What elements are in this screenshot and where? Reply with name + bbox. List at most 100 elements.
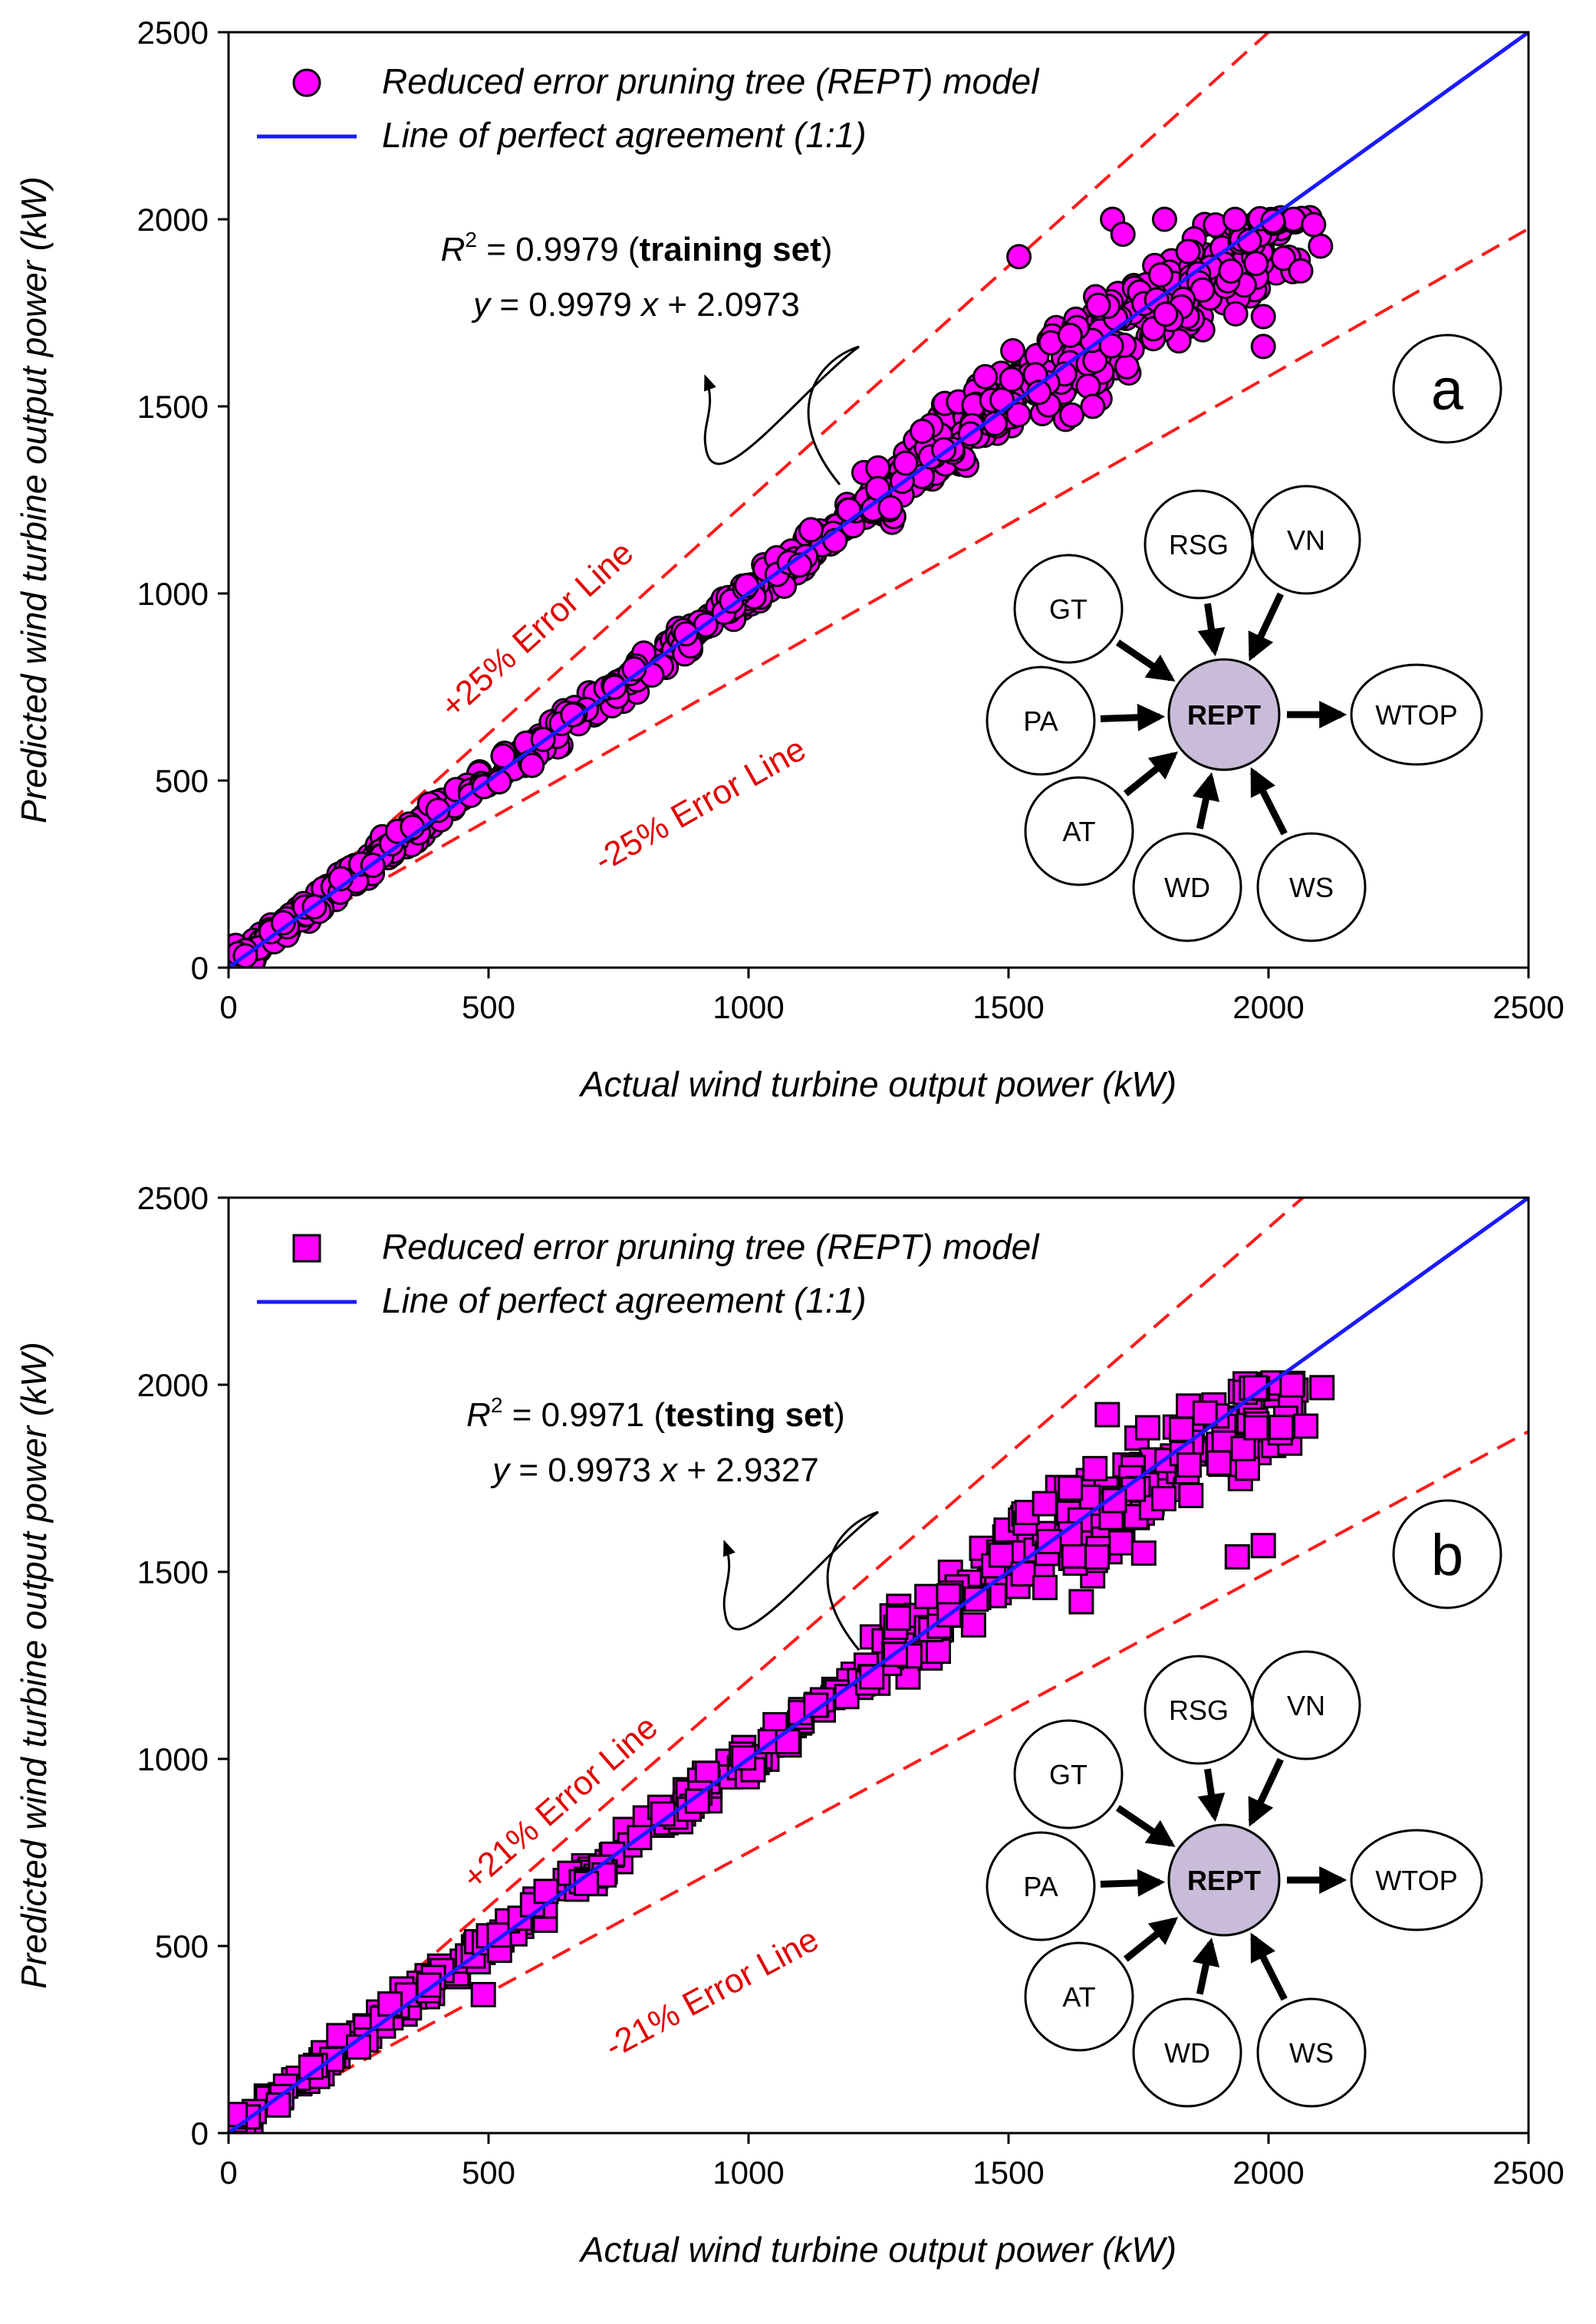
- chart-a-r2-superscript: 2: [465, 228, 477, 251]
- chart-a-x-tick-label: 1000: [712, 989, 784, 1025]
- chart-b-y-tick-label: 2000: [137, 1367, 209, 1403]
- chart-b-node-input-label: WS: [1289, 2037, 1334, 2069]
- chart-a-scatter-point: [1222, 206, 1248, 232]
- chart-b-stats-annotation: R2 = 0.9971 (testing set) y = 0.9973 x + …: [466, 1393, 845, 1489]
- chart-a-upper-error-line: [229, 32, 1271, 968]
- chart-a-scatter-point: [1085, 292, 1111, 318]
- chart-a-scatter-point: [1218, 258, 1244, 284]
- chart-a-eq-y: y: [471, 286, 492, 324]
- chart-a-scatter-point: [1153, 301, 1179, 327]
- chart-a-eq-x: x: [640, 286, 660, 324]
- chart-a-y-tick-label: 1500: [137, 389, 209, 425]
- chart-b-node-input-label: PA: [1023, 1871, 1058, 1902]
- chart-b-scatter-point: [1293, 1413, 1319, 1439]
- chart-b-scatter-point: [1068, 1589, 1094, 1615]
- chart-b-scatter-point: [1150, 1486, 1176, 1512]
- chart-b-node-input: [986, 1831, 1096, 1941]
- chart-a-y-tick-label: 2500: [137, 15, 209, 51]
- chart-a-node-input-label: WS: [1289, 872, 1334, 903]
- chart-b-r2-superscript: 2: [491, 1393, 503, 1417]
- chart-a-eq-intercept: + 2.0973: [658, 286, 800, 324]
- chart-b-scatter-point: [1309, 1375, 1335, 1401]
- chart-a-scatter-point: [1057, 322, 1083, 348]
- chart-b-lower-error-label: -21% Error Line: [599, 1920, 824, 2065]
- chart-b-x-tick-label: 1000: [712, 2155, 784, 2191]
- chart-b-set-label: testing set: [665, 1396, 834, 1434]
- chart-a-scatter-point: [519, 752, 545, 778]
- chart-a-regression-eq: y = 0.9979 x + 2.0973: [471, 286, 800, 324]
- chart-b-r2-value: = 0.9971 (: [503, 1396, 666, 1434]
- chart-b-r2-text: R2 = 0.9971 (testing set): [466, 1393, 845, 1434]
- chart-b-plot-area: [229, 1198, 1529, 2133]
- chart-a-scatter-point: [1059, 402, 1084, 428]
- chart-a-y-tick-label: 2000: [137, 202, 209, 238]
- chart-b-upper-error-line: [229, 1198, 1305, 2133]
- chart-a-y-tick-label: 500: [155, 763, 209, 799]
- chart-a-y-axis-title: Predicted wind turbine output power (kW): [14, 176, 54, 823]
- chart-a-scatter-point: [893, 450, 919, 476]
- chart-b-scatter-point: [1206, 1450, 1232, 1476]
- chart-b-y-axis-title: Predicted wind turbine output power (kW): [14, 1342, 54, 1989]
- chart-b-node-input-label: WD: [1164, 2037, 1210, 2069]
- chart-b-node-input: [1256, 1997, 1367, 2108]
- chart-b-panel-label-text: b: [1431, 1523, 1463, 1588]
- chart-a-scatter-point: [1223, 301, 1249, 327]
- chart-a-r2-value: = 0.9979 (: [477, 231, 640, 268]
- chart-a-node-input: [986, 666, 1096, 776]
- chart-b-x-tick-label: 2500: [1492, 2155, 1564, 2191]
- chart-a-scatter-point: [1260, 208, 1286, 234]
- chart-a-node-input-label: WD: [1164, 872, 1210, 903]
- chart-b-y-tick-label: 1000: [137, 1741, 209, 1777]
- chart-a-panel-label-text: a: [1431, 357, 1464, 422]
- chart-a-node-input: [1013, 554, 1124, 664]
- chart-a-panel: 00 500 500 1000 1000 1500 1500 2000 2000 2500 2500…: [14, 15, 1565, 1104]
- chart-b-scatter-point: [1269, 1415, 1294, 1441]
- chart-a-node-input: [1251, 485, 1361, 595]
- chart-a-x-tick-label: 2000: [1232, 989, 1304, 1025]
- chart-b-scatter-point: [1192, 1400, 1218, 1426]
- chart-a-annotation-arrow: [703, 345, 860, 485]
- chart-a-scatter-point: [877, 495, 903, 521]
- chart-a-scatter-point: [490, 743, 516, 769]
- chart-b-x-tick-label: 500: [462, 2155, 515, 2191]
- chart-b-scatter-point: [470, 1981, 496, 2007]
- chart-a-scatter-point: [1243, 251, 1269, 277]
- chart-a-scatter-point: [1147, 262, 1173, 288]
- chart-b-node-center-label: REPT: [1187, 1865, 1261, 1896]
- chart-b-panel-label-circle: [1392, 1499, 1502, 1609]
- chart-a-scatter-point: [1288, 258, 1314, 284]
- chart-a-node-output: [1350, 663, 1483, 766]
- chart-a-input-arrow: [1197, 603, 1226, 657]
- chart-a-input-arrow: [1249, 767, 1288, 836]
- chart-a-scatter-point: [1250, 304, 1276, 330]
- chart-b-eq-slope: = 0.9973: [509, 1451, 660, 1489]
- chart-a-scatter-point: [1250, 334, 1276, 360]
- chart-a-node-input: [1024, 776, 1134, 886]
- chart-b-lower-error-line: [229, 1430, 1529, 2133]
- chart-b-scatter-point: [1243, 1415, 1269, 1441]
- chart-b-x-tick-label: 2000: [1232, 2155, 1304, 2191]
- chart-b-model-diagram: REPT GT RSG VN PA AT WD WS WTOP: [986, 1650, 1483, 2108]
- chart-a-node-center-label: REPT: [1187, 699, 1261, 731]
- chart-a-scatter-point: [836, 497, 862, 523]
- chart-b-input-arrow: [1192, 1938, 1220, 1995]
- chart-a-x-tick-label: 1500: [972, 989, 1044, 1025]
- chart-b-node-input-label: RSG: [1169, 1695, 1229, 1726]
- chart-b-scatter-point: [885, 1605, 911, 1631]
- chart-b-perfect-agreement-line: [229, 1198, 1529, 2133]
- chart-b-input-arrow: [1123, 1917, 1179, 1962]
- chart-b-x-tick-label: 1500: [972, 2155, 1044, 2191]
- chart-a-y-tick-label: 0: [191, 950, 209, 986]
- chart-a-scatter-point: [1114, 353, 1140, 380]
- chart-a-set-label: training set: [640, 231, 821, 268]
- chart-a-r2-close-paren: ): [821, 231, 833, 268]
- chart-b-eq-intercept: + 2.9327: [677, 1451, 819, 1489]
- chart-b-eq-x: x: [659, 1451, 679, 1489]
- chart-b-node-output-label: WTOP: [1375, 1865, 1457, 1896]
- chart-b-node-input: [1251, 1650, 1361, 1760]
- chart-a-model-diagram: REPT GT RSG VN PA AT WD WS WTOP: [986, 485, 1483, 942]
- chart-b-node-input: [1013, 1719, 1124, 1829]
- chart-a-r2-text: R2 = 0.9979 (training set): [441, 228, 833, 268]
- chart-a-input-arrow: [1248, 592, 1284, 662]
- chart-b-legend-scatter-label: Reduced error pruning tree (REPT) model: [382, 1227, 1040, 1267]
